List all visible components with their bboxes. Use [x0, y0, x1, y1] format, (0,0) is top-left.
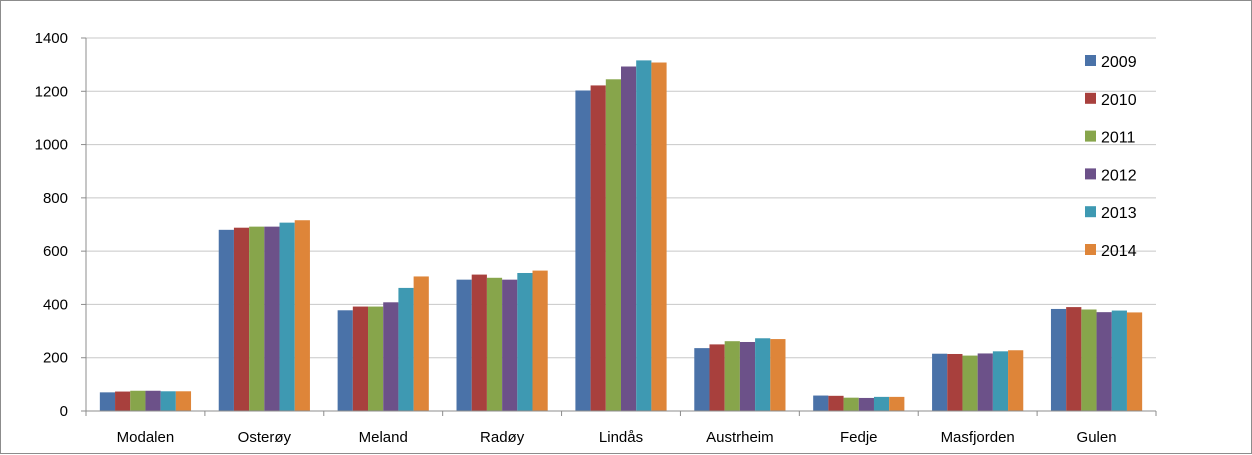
- y-tick-label: 800: [43, 190, 68, 207]
- bar-2011-4: [605, 79, 621, 412]
- bar-2012-3: [502, 279, 518, 411]
- y-axis-ticks: 0 200 400 600 800 1000 1200 1400: [35, 30, 68, 420]
- bar-2013-1: [279, 222, 295, 411]
- bars: [99, 60, 1143, 412]
- legend-swatch-2013: [1085, 206, 1096, 218]
- bar-2013-2: [398, 287, 414, 411]
- bar-2010-5: [709, 344, 725, 411]
- bar-2014-2: [413, 276, 429, 411]
- bar-2014-5: [770, 339, 786, 411]
- x-tick-label: Radøy: [480, 429, 525, 446]
- bar-2012-0: [145, 390, 161, 411]
- y-tick-label: 400: [43, 296, 68, 313]
- bar-2013-8: [1111, 310, 1127, 411]
- bar-2013-3: [517, 272, 533, 411]
- bar-2010-8: [1066, 307, 1082, 411]
- bar-2012-1: [264, 226, 280, 411]
- bar-2011-8: [1081, 309, 1097, 411]
- bar-2012-4: [621, 66, 637, 411]
- bar-2012-2: [383, 302, 399, 411]
- y-tick-label: 0: [60, 403, 68, 420]
- bar-2012-5: [739, 341, 756, 411]
- legend-label-2014: 2014: [1101, 243, 1137, 260]
- bar-2009-7: [932, 353, 948, 411]
- bar-2011-7: [962, 355, 978, 411]
- bar-2010-1: [233, 227, 250, 411]
- bar-2010-4: [590, 85, 606, 411]
- bar-2014-4: [651, 62, 667, 412]
- bar-2010-2: [352, 306, 369, 411]
- bar-2009-3: [456, 279, 472, 411]
- x-axis-ticks: Modalen Osterøy Meland Radøy Lindås Austrheim…: [117, 429, 1117, 446]
- legend: 2009 2010 2011 2012 2013 2014: [1085, 54, 1137, 260]
- legend-swatch-2012: [1085, 168, 1096, 180]
- bar-2011-3: [486, 277, 503, 411]
- bar-2014-8: [1126, 312, 1143, 411]
- bar-2011-5: [724, 341, 740, 411]
- bar-2013-4: [636, 60, 652, 411]
- x-tick-label: Fedje: [840, 429, 878, 446]
- legend-label-2013: 2013: [1101, 205, 1137, 222]
- y-tick-label: 200: [43, 350, 68, 367]
- bar-2009-1: [218, 229, 234, 411]
- bar-2011-6: [843, 397, 859, 411]
- legend-swatch-2010: [1085, 92, 1096, 104]
- legend-label-2011: 2011: [1101, 130, 1136, 147]
- legend-label-2012: 2012: [1101, 167, 1137, 184]
- bar-2011-2: [368, 306, 384, 411]
- y-tick-label: 1200: [35, 83, 68, 100]
- bar-2009-6: [813, 395, 829, 411]
- legend-swatch-2011: [1085, 130, 1096, 142]
- bar-2014-1: [294, 220, 310, 411]
- legend-label-2009: 2009: [1101, 54, 1137, 71]
- x-tick-label: Meland: [359, 429, 408, 446]
- bar-2010-7: [947, 353, 963, 411]
- y-tick-label: 600: [43, 243, 68, 260]
- legend-swatch-2009: [1085, 55, 1096, 66]
- x-tick-label: Modalen: [117, 429, 175, 446]
- bar-2012-8: [1096, 312, 1112, 411]
- bar-2010-6: [828, 395, 844, 411]
- x-tick-label: Austrheim: [706, 429, 774, 446]
- bar-2010-0: [115, 391, 131, 411]
- bar-2013-6: [873, 396, 890, 411]
- legend-label-2010: 2010: [1101, 92, 1137, 109]
- bar-2009-0: [99, 392, 116, 411]
- x-tick-label: Gulen: [1077, 429, 1117, 446]
- x-tick-label: Masfjorden: [941, 429, 1015, 446]
- bar-2009-5: [694, 348, 710, 411]
- bar-2014-0: [175, 391, 192, 411]
- bar-2009-2: [337, 310, 353, 411]
- bar-2014-6: [889, 396, 905, 411]
- x-tick-label: Osterøy: [238, 429, 292, 446]
- y-tick-label: 1400: [35, 30, 68, 47]
- bar-2012-6: [858, 397, 874, 411]
- legend-swatch-2014: [1085, 244, 1096, 255]
- axes: [81, 37, 1157, 416]
- bar-2011-1: [249, 226, 265, 411]
- bar-2013-7: [992, 351, 1009, 411]
- bar-2014-7: [1008, 350, 1024, 411]
- bar-2014-3: [532, 270, 548, 411]
- x-tick-label: Lindås: [599, 429, 643, 446]
- bar-2013-0: [160, 391, 176, 411]
- y-tick-label: 1000: [35, 137, 68, 154]
- bar-2010-3: [471, 274, 487, 411]
- bar-2009-4: [575, 90, 591, 412]
- bar-2013-5: [755, 338, 771, 411]
- bar-2012-7: [977, 353, 993, 411]
- bar-2009-8: [1050, 308, 1067, 411]
- bar-2011-0: [130, 390, 146, 411]
